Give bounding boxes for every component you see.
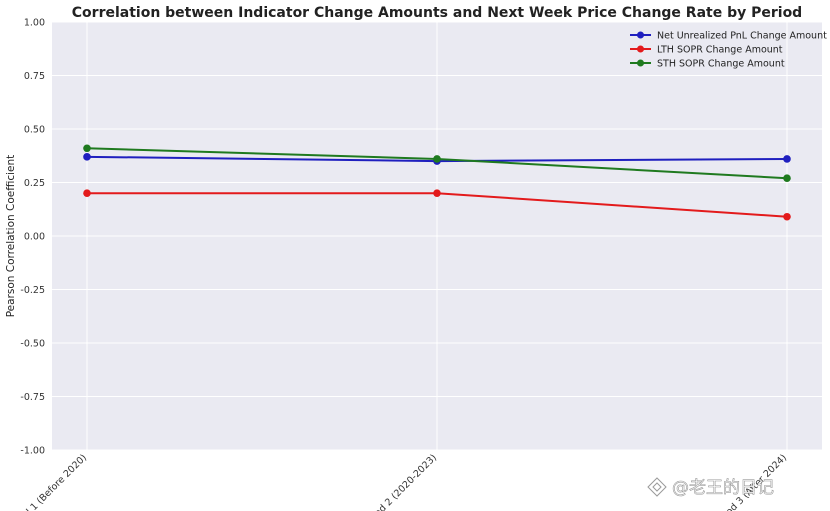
watermark: @老王的日记 <box>647 477 774 498</box>
legend-marker-net-unrealized-pnl <box>637 31 644 39</box>
legend-label-sth-sopr: STH SOPR Change Amount <box>657 59 785 70</box>
data-point-2-2 <box>783 174 791 183</box>
legend-item-sth-sopr: STH SOPR Change Amount <box>630 59 785 70</box>
data-point-1-0 <box>83 189 91 197</box>
legend: Net Unrealized PnL Change Amount LTH SOP… <box>630 31 827 70</box>
y-tick-label: -0.50 <box>20 339 45 350</box>
x-tick-label: d 1 (Before 2020) <box>22 452 89 511</box>
y-tick-label: 1.00 <box>24 18 45 29</box>
legend-label-lth-sopr: LTH SOPR Change Amount <box>657 45 783 56</box>
y-tick-label: -0.75 <box>20 392 45 403</box>
data-point-1-2 <box>783 212 791 221</box>
y-tick-label: 0.50 <box>24 125 45 136</box>
grid <box>52 21 822 451</box>
x-tick-label: od 2 (2020-2023) <box>373 452 440 511</box>
y-tick-label: 0.00 <box>24 232 45 243</box>
legend-marker-lth-sopr <box>637 45 644 53</box>
y-axis-label: Pearson Correlation Coefficient <box>5 155 17 318</box>
data-point-2-1 <box>433 155 441 163</box>
chart-title: Correlation between Indicator Change Amo… <box>72 5 802 21</box>
y-tick-label: 0.25 <box>24 178 45 189</box>
y-tick-label: 0.75 <box>24 71 45 82</box>
data-point-2-0 <box>83 144 91 153</box>
watermark-text: @老王的日记 <box>672 478 774 498</box>
legend-item-net-unrealized-pnl: Net Unrealized PnL Change Amount <box>630 31 827 42</box>
legend-item-lth-sopr: LTH SOPR Change Amount <box>630 45 783 56</box>
binance-diamond-icon <box>647 477 667 497</box>
y-ticks: 1.00 0.75 0.50 0.25 0.00 -0.25 -0.50 -0.75 -1.00 <box>20 18 45 457</box>
data-point-0-0 <box>83 153 91 161</box>
y-tick-label: -1.00 <box>20 446 45 457</box>
legend-label-net-unrealized-pnl: Net Unrealized PnL Change Amount <box>657 31 827 42</box>
series-group <box>83 144 791 221</box>
y-tick-label: -0.25 <box>20 285 45 296</box>
data-point-1-1 <box>433 189 441 197</box>
data-point-0-2 <box>783 155 791 163</box>
legend-marker-sth-sopr <box>637 59 644 67</box>
